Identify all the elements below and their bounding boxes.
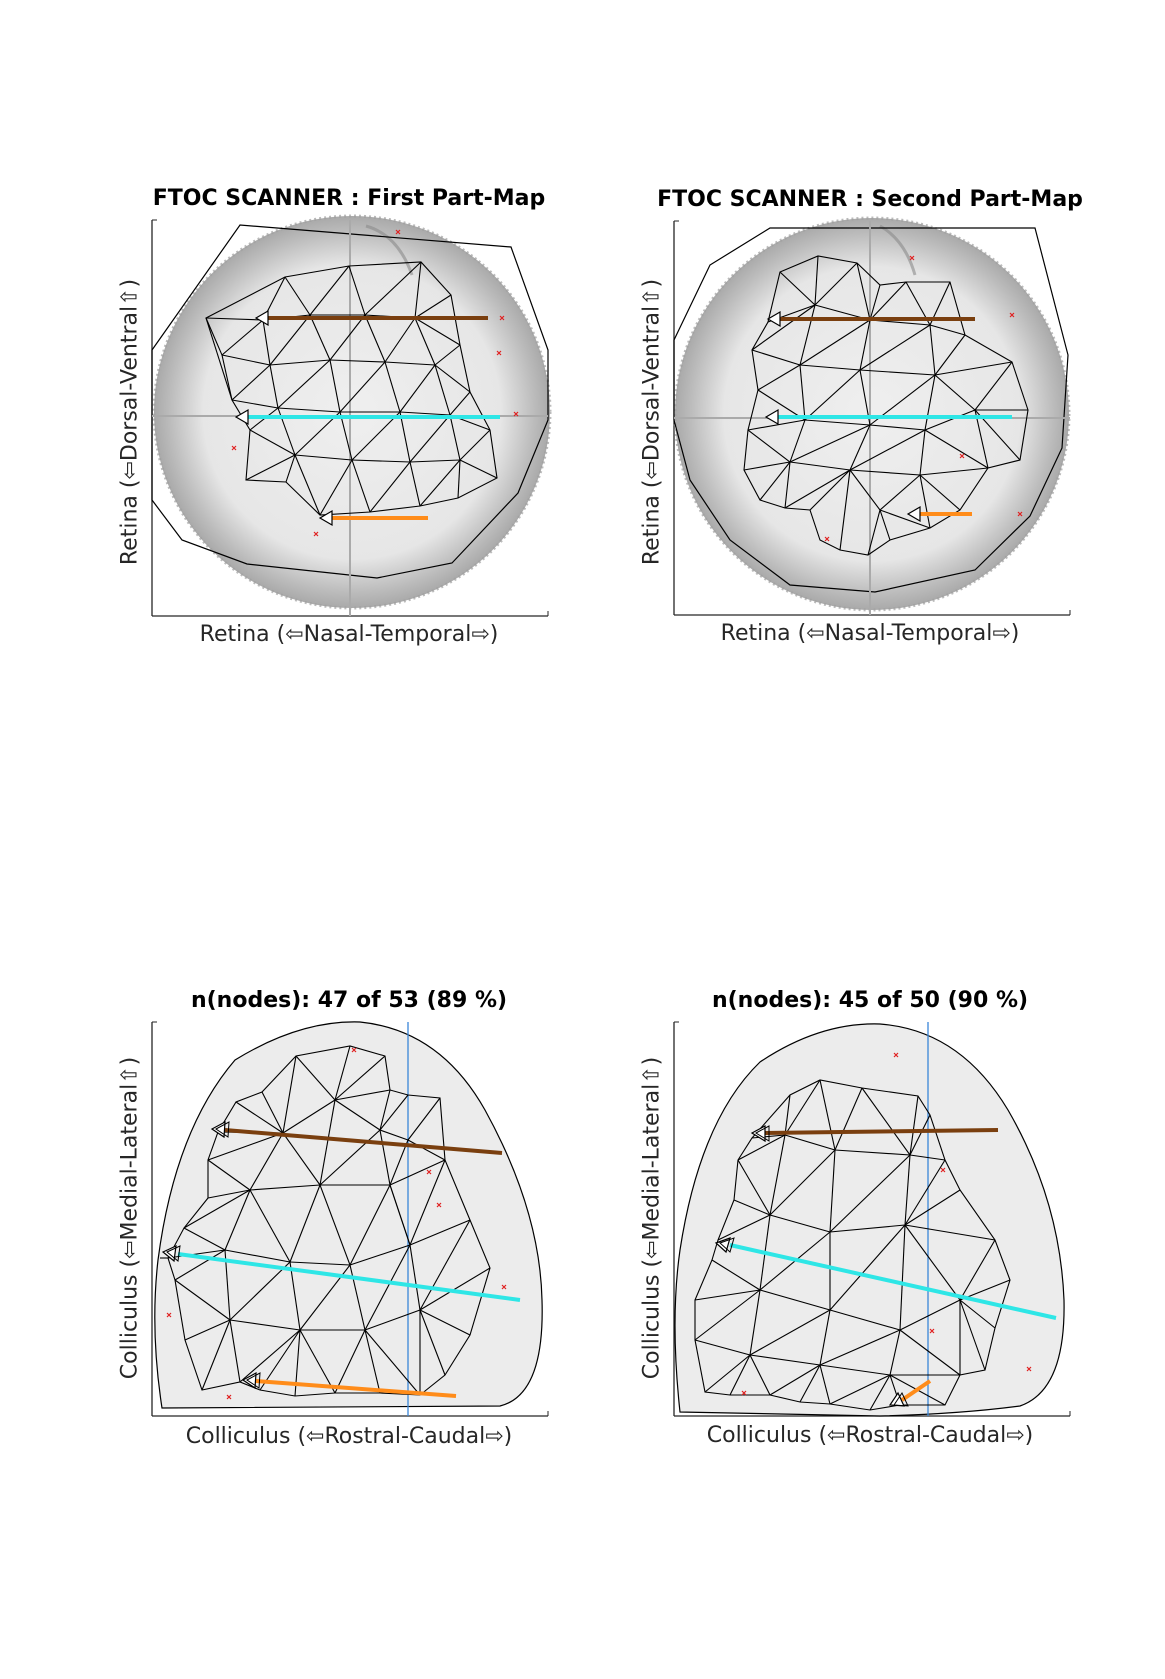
brown-arrow bbox=[764, 1128, 999, 1135]
triangulation-mesh bbox=[743, 255, 1029, 556]
orange-arrow bbox=[255, 1379, 457, 1398]
colliculus-outline bbox=[154, 1021, 543, 1409]
orange-arrow bbox=[900, 1379, 932, 1402]
cyan-arrow bbox=[177, 1252, 521, 1302]
hull-outline bbox=[673, 227, 1069, 593]
x-axis-label: Retina (⇦Nasal-Temporal⇨) bbox=[720, 621, 1020, 646]
triangulation-mesh bbox=[694, 1079, 1011, 1411]
x-axis-label: Retina (⇦Nasal-Temporal⇨) bbox=[199, 622, 499, 647]
outlier-markers bbox=[741, 1052, 1032, 1396]
panel-title: n(nodes): 47 of 53 (89 %) bbox=[190, 988, 508, 1013]
hull-outline bbox=[151, 224, 549, 579]
outlier-markers bbox=[231, 229, 519, 537]
triangulation-mesh bbox=[205, 261, 498, 516]
panel-title: n(nodes): 45 of 50 (90 %) bbox=[711, 988, 1029, 1013]
outlier-markers bbox=[824, 255, 1023, 542]
x-axis-label: Colliculus (⇦Rostral-Caudal⇨) bbox=[706, 1423, 1034, 1448]
outlier-markers bbox=[166, 1047, 507, 1400]
x-axis-label: Colliculus (⇦Rostral-Caudal⇨) bbox=[185, 1424, 513, 1449]
panel-title: FTOC SCANNER : Second Part-Map bbox=[657, 187, 1083, 212]
triangulation-mesh bbox=[160, 1045, 491, 1397]
colliculus-outline bbox=[674, 1023, 1065, 1417]
panel-title: FTOC SCANNER : First Part-Map bbox=[152, 186, 546, 211]
cyan-arrow bbox=[729, 1243, 1057, 1320]
brown-arrow bbox=[224, 1128, 503, 1155]
